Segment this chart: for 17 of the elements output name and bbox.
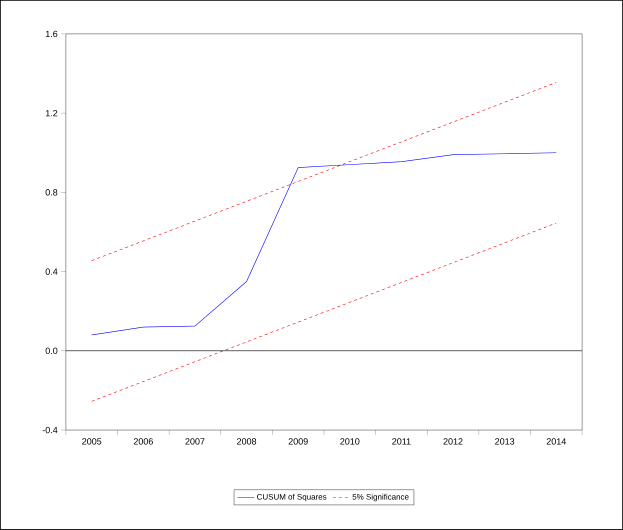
y-tick-label: 1.6 [46,30,58,38]
y-tick-label: -0.4 [42,426,58,434]
line-series [91,152,557,336]
x-tick-label: 2011 [392,438,411,445]
y-tick-label: 0.0 [46,348,58,354]
x-tick-label: 2008 [237,438,256,445]
x-tick-label: 2006 [134,438,153,445]
y-tick-label: 0.4 [46,268,58,275]
x-tick-label: 2009 [288,438,308,445]
x-tick-label: 2005 [82,438,102,445]
x-tick-label: 2013 [495,438,514,445]
x-tick-label: 2014 [546,438,566,445]
x-tick-label: 2010 [340,438,360,445]
x-tick-label: 2007 [185,438,204,445]
y-tick-label: 1.2 [46,110,58,116]
x-tick-label: 2012 [444,438,463,445]
y-tick-label: 0.8 [46,189,58,196]
